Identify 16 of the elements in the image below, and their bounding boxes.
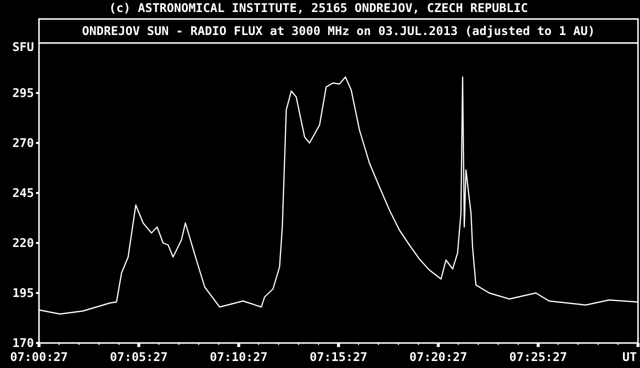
y-tick-label: 295 — [12, 86, 34, 100]
y-tick-label: 245 — [12, 186, 34, 200]
x-tick-label: 07:10:27 — [210, 350, 268, 364]
x-tick-label: 07:05:27 — [110, 350, 168, 364]
y-tick-label: 270 — [12, 136, 34, 150]
chart-title: ONDREJOV SUN - RADIO FLUX at 3000 MHz on 03.JUL.2013 (adjusted to 1 AU) — [82, 24, 595, 38]
y-axis-title: SFU — [12, 40, 34, 54]
text: (c) ASTRONOMICAL INSTITUTE, 25165 ONDREJOV, CZECH REPUBLIC — [108, 1, 528, 15]
x-tick-label: 07:25:27 — [509, 350, 568, 364]
x-tick-label: 07:00:27 — [10, 350, 68, 364]
x-tick-label: 07:15:27 — [310, 350, 368, 364]
x-tick-label: 07:20:27 — [409, 350, 468, 364]
y-tick-label: 170 — [12, 336, 34, 350]
y-tick-label: 195 — [12, 286, 34, 300]
y-tick-label: 220 — [12, 236, 34, 250]
x-tick-label: UT — [622, 350, 637, 364]
